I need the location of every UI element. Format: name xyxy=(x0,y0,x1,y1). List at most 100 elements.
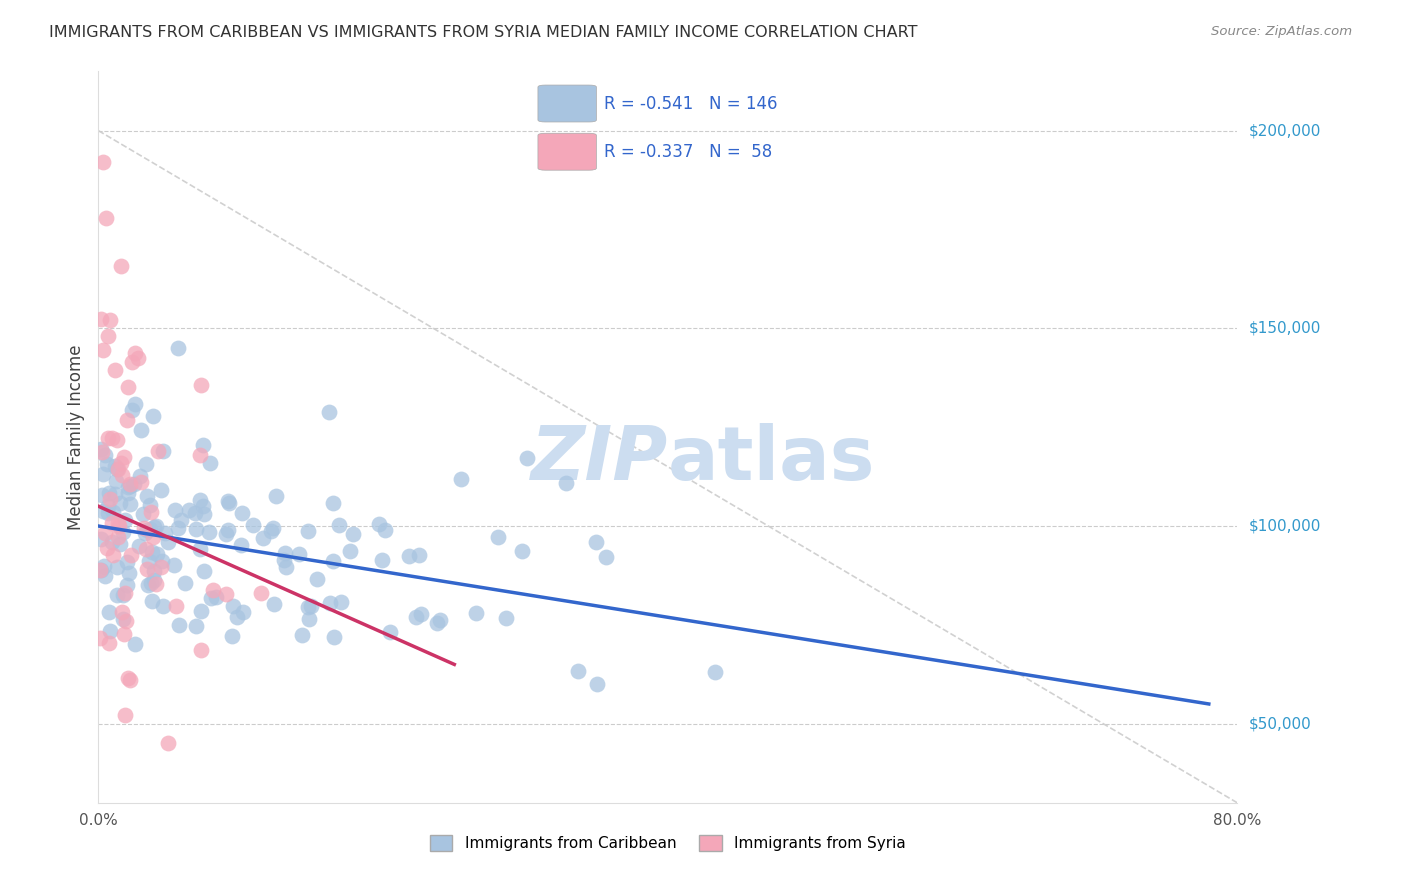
Point xyxy=(120,479,142,493)
Point xyxy=(322,554,344,568)
Point xyxy=(145,577,167,591)
Point xyxy=(193,508,215,522)
Point xyxy=(318,405,340,419)
Point xyxy=(250,586,273,600)
Point xyxy=(91,343,114,358)
Point xyxy=(111,606,134,620)
Point xyxy=(141,505,163,519)
Point xyxy=(89,563,111,577)
Point xyxy=(114,513,136,527)
Point xyxy=(174,576,197,591)
Point xyxy=(200,591,222,605)
Point xyxy=(146,547,169,561)
Point xyxy=(260,524,283,539)
Point xyxy=(98,624,121,639)
Point xyxy=(409,607,432,621)
FancyBboxPatch shape xyxy=(538,85,596,122)
Point xyxy=(328,518,350,533)
Point xyxy=(297,524,319,538)
Point xyxy=(93,559,115,574)
Point xyxy=(90,312,112,326)
Point xyxy=(165,503,187,517)
Point xyxy=(567,665,589,679)
Point xyxy=(120,476,142,491)
Point xyxy=(104,458,127,473)
Point xyxy=(111,524,134,539)
Point xyxy=(190,378,212,392)
Point xyxy=(190,604,212,618)
Point xyxy=(143,519,166,533)
Point xyxy=(170,513,193,527)
Point xyxy=(217,523,239,537)
Point xyxy=(107,462,129,476)
Point xyxy=(107,530,129,544)
Point xyxy=(156,737,179,751)
Point xyxy=(127,351,149,365)
Point xyxy=(184,522,207,536)
Point xyxy=(252,532,274,546)
Point xyxy=(124,346,146,360)
Point xyxy=(149,560,172,574)
Point xyxy=(218,496,240,510)
Point xyxy=(186,619,208,633)
Point xyxy=(100,534,122,549)
Point xyxy=(297,599,319,614)
Text: R = -0.337   N =  58: R = -0.337 N = 58 xyxy=(603,143,772,161)
Point xyxy=(135,541,157,556)
Point xyxy=(155,526,177,541)
Point xyxy=(426,616,449,631)
Point xyxy=(263,598,285,612)
Point xyxy=(152,443,174,458)
Point xyxy=(117,671,139,685)
Point xyxy=(110,456,132,470)
Point xyxy=(215,587,238,601)
Point xyxy=(226,610,249,624)
Point xyxy=(120,548,142,562)
Point xyxy=(142,530,165,544)
Point xyxy=(191,500,214,514)
Point xyxy=(516,451,538,466)
Point xyxy=(98,605,121,619)
Point xyxy=(510,543,533,558)
Point xyxy=(136,562,159,576)
Point xyxy=(184,506,207,520)
Point xyxy=(134,521,156,535)
Point xyxy=(118,497,141,511)
Point xyxy=(91,155,114,169)
Point xyxy=(191,438,214,452)
Point xyxy=(264,489,287,503)
Point xyxy=(408,548,430,562)
Point xyxy=(231,538,253,552)
Point xyxy=(307,572,329,586)
Point xyxy=(103,363,125,377)
Legend: Immigrants from Caribbean, Immigrants from Syria: Immigrants from Caribbean, Immigrants fr… xyxy=(423,830,912,857)
Point xyxy=(374,523,396,537)
Point xyxy=(115,614,138,628)
Point xyxy=(188,541,211,556)
Point xyxy=(93,503,115,517)
Point xyxy=(97,431,120,445)
Point xyxy=(465,606,488,620)
Point xyxy=(110,259,132,273)
Point xyxy=(132,508,155,522)
Point xyxy=(121,403,143,417)
Point xyxy=(222,599,245,614)
Point xyxy=(129,423,152,437)
Point xyxy=(97,499,120,513)
Point xyxy=(704,665,727,680)
Point xyxy=(138,554,160,568)
Point xyxy=(90,532,112,546)
FancyBboxPatch shape xyxy=(538,133,596,170)
Point xyxy=(105,433,128,447)
Point xyxy=(117,486,139,500)
Point xyxy=(108,496,131,510)
Point xyxy=(111,468,134,483)
Point xyxy=(94,211,117,225)
Point xyxy=(166,341,188,355)
Point xyxy=(231,506,253,520)
Point xyxy=(90,442,112,456)
Point xyxy=(136,578,159,592)
Point xyxy=(193,564,215,578)
Point xyxy=(368,516,391,531)
Point xyxy=(486,530,509,544)
